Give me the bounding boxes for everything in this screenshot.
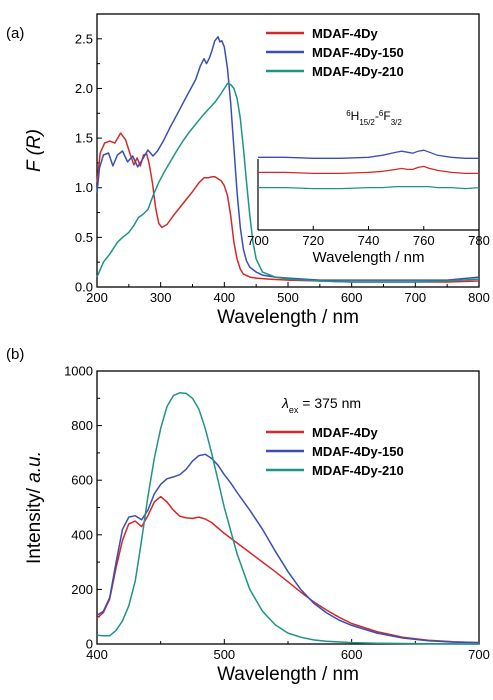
b-x-tick-label: 400	[86, 647, 108, 662]
b-series-line-1	[96, 495, 480, 644]
inset-series-line-2	[258, 165, 479, 175]
b-y-tick-label: 0	[86, 637, 93, 652]
annotation-dash: -	[375, 109, 379, 123]
a-x-tick-label: 200	[86, 290, 108, 305]
a-y-tick-label: 1.0	[75, 180, 93, 195]
inset-x-tick-label: 720	[302, 233, 324, 248]
inset-series-line-1	[258, 149, 479, 159]
b-excitation-label: λex = 375 nm	[281, 395, 361, 415]
b-excitation-symbol: λ	[281, 395, 289, 411]
annotation-sup: 6	[346, 109, 351, 118]
a-y-axis-label: F (R)	[24, 129, 45, 172]
a-x-tick-label: 600	[341, 290, 363, 305]
annotation-term: H	[351, 109, 360, 123]
a-x-axis-label: Wavelength / nm	[217, 307, 359, 328]
a-y-tick-label: 0.5	[75, 230, 93, 245]
b-x-tick-label: 700	[468, 647, 490, 662]
a-panel-label: (a)	[6, 25, 24, 42]
a-x-tick-label: 300	[150, 290, 172, 305]
a-x-tick-label: 800	[468, 290, 490, 305]
b-y-axis-label-var: a.u.	[24, 451, 45, 483]
inset-frame	[258, 129, 479, 230]
annotation-sub: 15/2	[359, 118, 375, 127]
b-excitation-value: = 375 nm	[298, 395, 361, 411]
b-y-axis-label-main: Intensity/	[24, 483, 45, 564]
b-y-axis-label: Intensity/ a.u.	[24, 451, 45, 564]
panel-b: 400 500 600 700 0 200 400 600 800 1000 Wavelength …	[6, 346, 490, 685]
inset-transition-annotation: 6H15/2-6F3/2	[346, 109, 402, 127]
b-legend-label-1: MDAF-4Dy	[312, 425, 378, 440]
b-x-tick-label: 500	[213, 647, 235, 662]
annotation-sub: 3/2	[391, 118, 403, 127]
inset-x-tick-label: 740	[358, 233, 380, 248]
inset-x-tick-label: 780	[468, 233, 490, 248]
a-legend-label-1: MDAF-4Dy	[312, 26, 378, 41]
a-y-axis-label-var: (R)	[24, 129, 45, 161]
inset-series-line-3	[258, 185, 480, 190]
a-y-tick-label: 2.5	[75, 31, 93, 46]
a-y-tick-label: 2.0	[75, 81, 93, 96]
a-x-tick-label: 400	[213, 290, 235, 305]
a-x-tick-label: 500	[277, 290, 299, 305]
panel-a: 200 300 400 500 600 700 800 0.0 0.5 1.0 1.5 2.0 2.5 W…	[6, 13, 490, 328]
b-x-tick-label: 600	[341, 647, 363, 662]
inset-x-axis-label: Wavelength / nm	[313, 249, 425, 266]
inset-x-tick-label: 700	[247, 233, 269, 248]
b-y-tick-label: 400	[71, 527, 93, 542]
a-x-tick-label: 700	[404, 290, 426, 305]
a-series-line-1	[96, 132, 480, 283]
b-series-line-2	[96, 453, 480, 644]
a-y-tick-label: 1.5	[75, 131, 93, 146]
inset-x-tick-label: 760	[413, 233, 435, 248]
annotation-sup: 6	[379, 109, 384, 118]
a-series-line-3	[96, 82, 480, 283]
annotation-term: F	[383, 109, 390, 123]
a-legend-label-2: MDAF-4Dy-150	[312, 45, 404, 60]
b-y-tick-label: 200	[71, 582, 93, 597]
b-y-tick-label: 600	[71, 473, 93, 488]
a-legend-label-3: MDAF-4Dy-210	[312, 64, 404, 79]
a-series-line-2	[96, 36, 480, 281]
b-legend-label-3: MDAF-4Dy-210	[312, 463, 404, 478]
b-legend-label-2: MDAF-4Dy-150	[312, 444, 404, 459]
b-x-axis-label: Wavelength / nm	[217, 664, 359, 685]
a-y-tick-label: 0.0	[75, 280, 93, 295]
a-y-axis-label-main: F	[24, 159, 45, 172]
b-panel-label: (b)	[6, 346, 24, 363]
b-series-line-3	[96, 392, 480, 645]
b-y-tick-label: 800	[71, 418, 93, 433]
b-excitation-sub: ex	[289, 405, 299, 415]
b-y-tick-label: 1000	[64, 364, 93, 379]
